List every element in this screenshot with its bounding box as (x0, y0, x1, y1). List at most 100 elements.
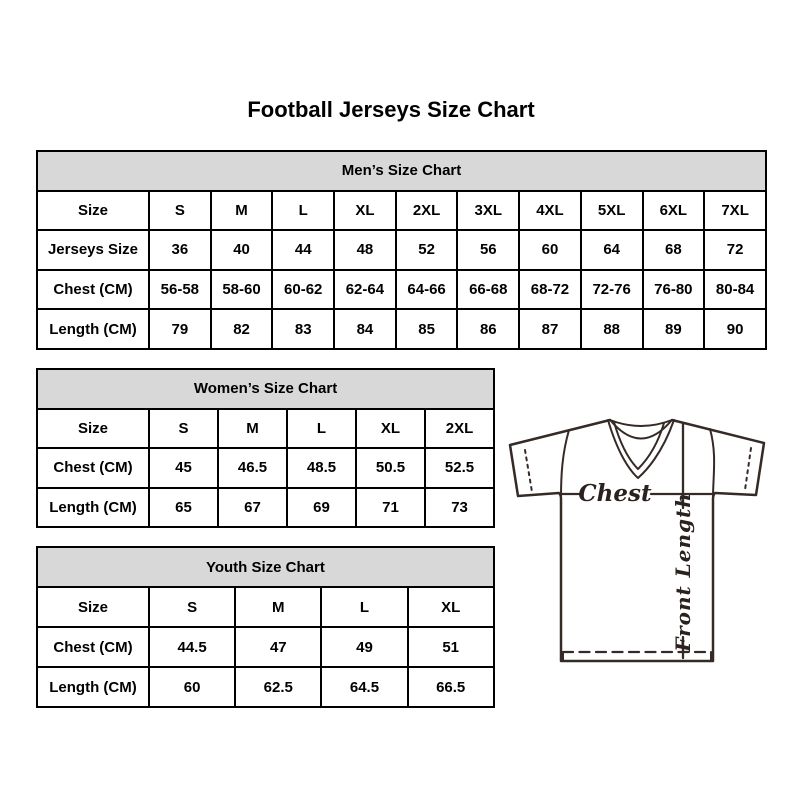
row-label: Length (CM) (36, 666, 150, 708)
jersey-measurement-diagram: Chest Front Length (506, 412, 772, 666)
mens-chest-row: Chest (CM) 56-58 58-60 60-62 62-64 64-66… (36, 268, 768, 311)
row-label: Size (36, 586, 150, 628)
cell: 64.5 (320, 666, 409, 708)
cell: 3XL (456, 189, 521, 232)
cell: L (286, 407, 357, 449)
cell: 71 (355, 486, 426, 528)
womens-table-header-row: Women’s Size Chart (35, 368, 496, 410)
cell: 2XL (394, 189, 459, 232)
cell: 47 (234, 626, 323, 668)
cell: M (217, 407, 288, 449)
youth-size-chart-table: Youth Size Chart Size S M L XL Chest (CM… (36, 546, 495, 708)
cell: 45 (148, 447, 219, 489)
cell: 79 (148, 308, 212, 350)
collar-inner-v (613, 421, 665, 470)
mens-size-row: Size S M L XL 2XL 3XL 4XL 5XL 6XL 7XL (36, 189, 768, 232)
mens-size-chart-table: Men’s Size Chart Size S M L XL 2XL 3XL 4… (35, 150, 768, 350)
cell: 51 (406, 626, 495, 668)
cell: 64-66 (394, 268, 459, 311)
page-title: Football Jerseys Size Chart (247, 97, 535, 122)
womens-length-row: Length (CM) 65 67 69 71 73 (36, 486, 496, 528)
womens-chart-title: Women’s Size Chart (35, 368, 496, 410)
cell: S (147, 586, 237, 628)
collar-band-arc (610, 420, 672, 440)
cell: 5XL (579, 189, 644, 232)
right-cuff-stitch-line (744, 447, 752, 491)
cell: 50.5 (355, 447, 426, 489)
cell: 65 (148, 486, 219, 528)
row-label: Chest (CM) (36, 447, 150, 489)
row-label: Chest (CM) (36, 268, 150, 311)
cell: 48 (333, 229, 397, 271)
womens-chest-row: Chest (CM) 45 46.5 48.5 50.5 52.5 (36, 447, 496, 489)
cell: 62-64 (333, 268, 397, 311)
cell: 90 (703, 308, 768, 350)
cell: 82 (209, 308, 274, 350)
cell: 80-84 (703, 268, 768, 311)
cell: 66-68 (456, 268, 521, 311)
mens-chart-title: Men’s Size Chart (35, 150, 768, 192)
cell: 85 (394, 308, 459, 350)
cell: 60-62 (271, 268, 336, 311)
youth-chart-title: Youth Size Chart (36, 546, 495, 588)
cell: 56-58 (148, 268, 212, 311)
cell: M (209, 189, 274, 232)
cell: 89 (641, 308, 706, 350)
row-label: Size (36, 189, 150, 232)
row-label: Length (CM) (36, 308, 150, 350)
cell: 76-80 (641, 268, 706, 311)
cell: L (271, 189, 336, 232)
cell: L (320, 586, 409, 628)
collar-outer-v (607, 419, 675, 479)
cell: 2XL (423, 407, 496, 449)
cell: 68 (641, 229, 706, 271)
cell: 60 (147, 666, 237, 708)
cell: 64 (579, 229, 644, 271)
cell: 6XL (641, 189, 706, 232)
cell: 69 (286, 486, 357, 528)
cell: S (148, 407, 219, 449)
cell: 88 (579, 308, 644, 350)
cell: 66.5 (406, 666, 495, 708)
youth-chest-row: Chest (CM) 44.5 47 49 51 (36, 626, 495, 668)
cell: XL (355, 407, 426, 449)
mens-jerseys-size-row: Jerseys Size 36 40 44 48 52 56 60 64 68 … (36, 229, 768, 271)
cell: 86 (456, 308, 521, 350)
collar-back-arc (609, 419, 673, 427)
cell: 36 (148, 229, 212, 271)
cell: 4XL (518, 189, 582, 232)
jersey-outline (508, 418, 766, 663)
cell: XL (333, 189, 397, 232)
cell: 87 (518, 308, 582, 350)
cell: 58-60 (209, 268, 274, 311)
cell: 40 (209, 229, 274, 271)
cell: 49 (320, 626, 409, 668)
cell: 84 (333, 308, 397, 350)
row-label: Jerseys Size (36, 229, 150, 271)
cell: 83 (271, 308, 336, 350)
cell: 44 (271, 229, 336, 271)
front-length-label: Front Length (671, 492, 695, 653)
youth-table-header-row: Youth Size Chart (36, 546, 495, 588)
right-sleeve-seam (709, 428, 716, 499)
cell: 44.5 (147, 626, 237, 668)
youth-length-row: Length (CM) 60 62.5 64.5 66.5 (36, 666, 495, 708)
row-label: Length (CM) (36, 486, 150, 528)
mens-length-row: Length (CM) 79 82 83 84 85 86 87 88 89 9… (36, 308, 768, 350)
cell: 52.5 (423, 447, 496, 489)
cell: 52 (394, 229, 459, 271)
cell: 73 (423, 486, 496, 528)
mens-table-header-row: Men’s Size Chart (35, 150, 768, 192)
womens-size-row: Size S M L XL 2XL (36, 407, 496, 449)
cell: 72-76 (579, 268, 644, 311)
cell: 62.5 (234, 666, 323, 708)
cell: 7XL (703, 189, 768, 232)
womens-size-chart-table: Women’s Size Chart Size S M L XL 2XL Che… (35, 368, 496, 528)
cell: XL (406, 586, 495, 628)
cell: 60 (518, 229, 582, 271)
cell: 48.5 (286, 447, 357, 489)
cell: S (148, 189, 212, 232)
cell: 68-72 (518, 268, 582, 311)
cell: 46.5 (217, 447, 288, 489)
